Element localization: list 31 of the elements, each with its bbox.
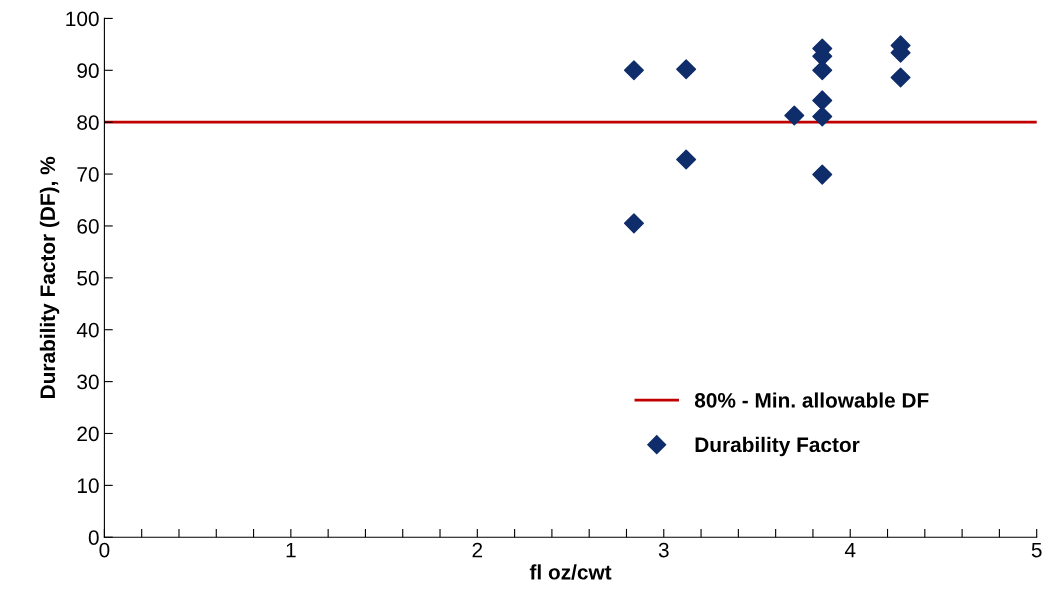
y-tick-label: 90 [77,63,99,79]
point [812,164,833,185]
x-tick-label: 3 [658,542,669,558]
point [812,90,833,111]
y-tick-label: 30 [77,374,99,390]
point [784,105,805,126]
x-tick-label: 2 [472,542,483,558]
y-axis-title: Durability Factor (DF), % [39,156,60,398]
y-tick-label: 10 [77,478,99,494]
point [676,59,697,80]
x-tick-label: 5 [1031,542,1042,558]
point [812,60,833,81]
x-tick-label: 1 [286,542,296,558]
y-tick-label: 20 [77,426,99,442]
x-axis-title: fl oz/cwt [529,564,612,580]
y-tick-label: 50 [77,270,99,286]
point [623,213,644,234]
y-tick-label: 80 [77,115,99,130]
legend-label: 80% - Min. allowable DF [694,392,929,408]
point [890,67,911,88]
x-tick-label: 0 [99,542,110,558]
legend-label: Durability Factor [695,436,860,457]
point [812,106,833,127]
y-tick-label: 40 [76,322,99,338]
x-tick-label: 4 [844,542,856,558]
point [623,60,644,81]
y-tick-label: 70 [77,167,99,182]
y-tick-label: 0 [88,530,99,545]
y-tick-label: 60 [77,218,99,234]
point [676,149,697,170]
y-tick-label: 100 [66,11,99,27]
